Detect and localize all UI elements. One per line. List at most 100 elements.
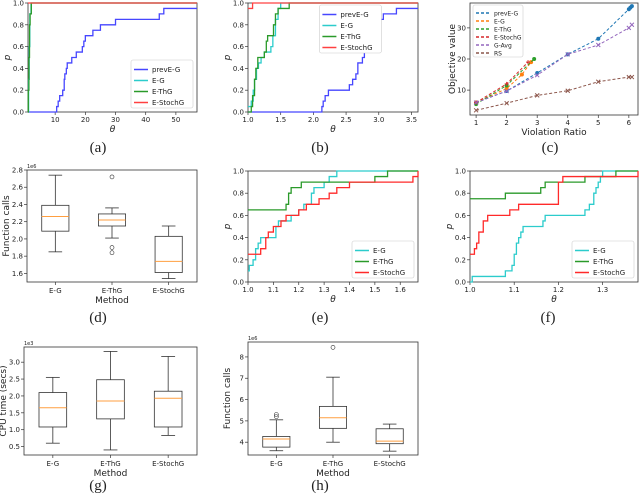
y-tick-label: 8 <box>240 353 244 361</box>
legend-label: E-StochG <box>340 44 372 52</box>
data-point <box>629 74 635 80</box>
legend-label: E-ThG <box>494 27 512 34</box>
series-RS <box>473 74 635 113</box>
series-E-ThG <box>470 170 638 200</box>
data-point <box>504 81 509 86</box>
y-tick-label: 1.0 <box>233 0 244 8</box>
y-tick-label: 5 <box>240 417 244 425</box>
y-axis-label: CPU time (secs) <box>0 365 9 436</box>
outlier-point <box>330 345 336 350</box>
y-tick-label: 0.4 <box>233 65 245 73</box>
x-tick-label: 1.5 <box>369 286 380 294</box>
subfigure-caption: (g) <box>89 478 107 494</box>
y-tick-label: 0.8 <box>233 190 244 198</box>
y-tick-label: 2.4 <box>12 201 24 209</box>
y-tick-label: 2.6 <box>12 184 24 192</box>
series-E-StochG <box>470 171 639 255</box>
series-E-G <box>248 170 418 272</box>
box-E-StochG <box>154 225 183 279</box>
x-tick-label: 2.0 <box>308 116 319 124</box>
y-tick-label: 0.0 <box>13 109 24 117</box>
x-tick-label: 1.4 <box>344 286 356 294</box>
data-point <box>534 93 540 98</box>
y-tick-label: 1.0 <box>9 426 20 434</box>
x-tick-label: 6 <box>627 119 632 127</box>
y-tick-label: 0.2 <box>233 87 244 95</box>
chart-b: 0.0 0.2 0.4 0.6 0.8 1.0 1.0 1.5 2.0 2.5 3.0 3.5 prev… <box>223 0 419 156</box>
y-tick-label: 1.8 <box>12 253 23 261</box>
subfigure-caption: (h) <box>311 478 329 494</box>
x-tick-label: 3.5 <box>406 116 417 124</box>
chart-d: 1.6 1.8 2.0 2.2 2.4 2.6 2.8 E-G E-ThG E-StochG 1e6… <box>2 164 198 326</box>
x-tick-label: 1.6 <box>395 286 407 294</box>
data-point <box>565 88 571 94</box>
x-tick-label: 1.3 <box>319 286 330 294</box>
box-iqr <box>41 204 70 232</box>
x-tick-label: 1.3 <box>597 286 608 294</box>
series-line <box>248 2 418 113</box>
data-point <box>629 4 634 9</box>
x-tick-label: E-G <box>49 287 62 295</box>
y-tick-label: 0.5 <box>9 443 20 451</box>
series-E-ThG <box>27 2 197 113</box>
box-E-G <box>262 412 291 452</box>
x-tick-label: E-StochG <box>153 287 185 295</box>
subfigure-caption: (f) <box>541 310 556 326</box>
series-line <box>28 7 197 113</box>
data-point <box>473 107 479 113</box>
axis-scale-label: 1e6 <box>248 336 257 342</box>
y-tick-label: 0.6 <box>233 43 245 51</box>
y-axis-label: p <box>3 54 13 61</box>
box-iqr <box>154 235 183 273</box>
x-tick-label: E-G <box>270 460 283 468</box>
legend-label: prevE-G <box>494 11 519 18</box>
x-axis-label: Method <box>94 469 128 479</box>
series-line <box>27 2 197 113</box>
x-tick-label: E-G <box>47 460 60 468</box>
x-tick-label: 3.0 <box>373 116 384 124</box>
y-tick-label: 0.2 <box>233 256 244 264</box>
box-E-StochG <box>153 356 183 436</box>
legend-frame <box>130 59 194 109</box>
x-tick-label: 2.5 <box>341 116 352 124</box>
x-tick-label: 30 <box>111 116 120 124</box>
y-tick-label: 0.4 <box>233 234 245 242</box>
data-point <box>526 60 531 65</box>
x-tick-label: E-ThG <box>323 460 343 468</box>
series-E-StochG <box>248 171 419 255</box>
legend: E-G E-ThG E-StochG <box>351 240 415 279</box>
legend-label: E-ThG <box>340 33 360 41</box>
y-tick-label: 0.4 <box>13 65 25 73</box>
legend-label: E-G <box>593 247 606 255</box>
x-tick-label: 1.0 <box>242 286 253 294</box>
series-line <box>248 170 418 272</box>
data-point <box>504 88 510 94</box>
y-axis-label: p <box>445 223 455 230</box>
x-tick-label: 5 <box>596 119 600 127</box>
legend-frame <box>319 4 382 54</box>
data-point <box>519 72 524 77</box>
subfigure-caption: (c) <box>542 140 559 156</box>
legend-label: E-StochG <box>593 269 625 277</box>
y-tick-label: 2.0 <box>9 392 20 400</box>
x-tick-label: 1.0 <box>464 286 475 294</box>
data-point <box>629 22 635 28</box>
x-axis-label: θ <box>330 295 336 305</box>
chart-g: 0.5 1.0 1.5 2.0 2.5 3.0 E-G E-ThG E-StochG 1e3 Met… <box>0 341 198 494</box>
legend-label: prevE-G <box>152 66 180 74</box>
box-E-ThG <box>96 350 125 451</box>
legend-label: E-StochG <box>373 269 405 277</box>
chart-f: 0.00.20.40.60.81.01.0 1.1 1.2 1.3E-GE-ThGE-… <box>445 168 639 326</box>
x-axis-label: θ <box>330 125 336 135</box>
x-tick-label: 2 <box>504 119 508 127</box>
y-tick-label: 0.8 <box>13 21 24 29</box>
y-tick-label: 0.6 <box>233 212 245 220</box>
y-tick-label: 0.0 <box>233 279 244 287</box>
y-tick-label: 10 <box>457 87 466 95</box>
legend-label: E-ThG <box>373 258 393 266</box>
y-tick-label: 1.0 <box>455 168 466 176</box>
y-tick-label: 0.0 <box>233 109 244 117</box>
y-tick-label: 6 <box>240 396 245 404</box>
y-tick-label: 0.0 <box>455 279 466 287</box>
